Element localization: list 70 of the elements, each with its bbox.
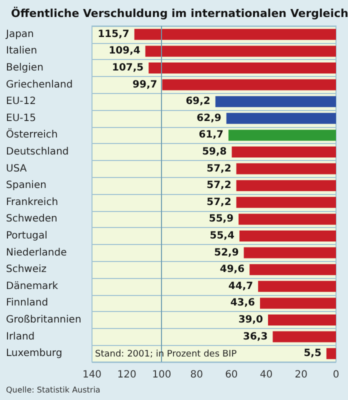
y-tick-label: Belgien xyxy=(6,62,44,74)
bar xyxy=(236,196,336,208)
y-tick-label: Großbritannien xyxy=(6,314,82,326)
y-tick-label: Dänemark xyxy=(6,280,58,292)
data-label: 62,9 xyxy=(196,112,222,124)
y-tick-label: EU-12 xyxy=(6,96,36,108)
y-tick-label: Schweiz xyxy=(6,264,47,276)
y-tick-label: Japan xyxy=(5,28,34,40)
chart-title: Öffentliche Verschuldung im internationalen Vergleich xyxy=(11,6,348,20)
bar xyxy=(238,214,336,225)
bar xyxy=(215,96,336,108)
bar xyxy=(260,298,336,309)
x-tick-label: 60 xyxy=(225,370,238,380)
y-tick-label: Schweden xyxy=(6,214,58,225)
bar xyxy=(268,314,336,326)
data-label: 55,4 xyxy=(210,230,234,242)
data-label: 115,7 xyxy=(98,28,130,40)
y-tick-label: Österreich xyxy=(6,128,58,141)
data-label: 99,7 xyxy=(132,79,158,90)
bar xyxy=(228,130,336,141)
bar xyxy=(326,348,336,360)
bar xyxy=(236,180,336,192)
x-tick-label: 100 xyxy=(152,370,172,380)
x-tick-label: 140 xyxy=(82,370,102,380)
bar xyxy=(258,280,336,292)
y-tick-label: Portugal xyxy=(6,230,48,242)
data-label: 57,2 xyxy=(206,180,232,192)
bar xyxy=(244,247,336,258)
bar xyxy=(239,230,336,242)
y-tick-label: Luxemburg xyxy=(6,348,62,360)
data-label: 36,3 xyxy=(243,331,268,342)
y-tick-label: Finnland xyxy=(6,298,48,309)
x-tick-label: 80 xyxy=(190,370,203,380)
data-label: 61,7 xyxy=(198,130,224,141)
data-label: 44,7 xyxy=(228,280,254,292)
bar xyxy=(272,331,336,342)
data-label: 57,2 xyxy=(206,196,232,208)
x-tick-label: 20 xyxy=(294,370,308,380)
bar xyxy=(226,112,336,124)
data-label: 55,9 xyxy=(208,214,234,225)
data-label: 49,6 xyxy=(220,264,245,276)
y-tick-label: Deutschland xyxy=(6,146,69,158)
bar xyxy=(232,146,336,158)
y-tick-label: EU-15 xyxy=(6,112,36,124)
bar xyxy=(236,163,336,174)
data-label: 52,9 xyxy=(214,247,239,258)
bar xyxy=(162,79,336,90)
bar xyxy=(134,28,336,40)
y-tick-label: Griechenland xyxy=(6,79,73,90)
y-tick-label: Niederlande xyxy=(6,247,67,258)
data-label: 43,6 xyxy=(230,298,256,309)
y-tick-label: Spanien xyxy=(6,180,46,192)
data-label: 109,4 xyxy=(108,46,140,57)
data-label: 5,5 xyxy=(304,348,322,360)
data-label: 39,0 xyxy=(238,314,264,326)
x-tick-label: 120 xyxy=(117,370,136,380)
data-label: 59,8 xyxy=(202,146,227,158)
y-tick-label: USA xyxy=(6,163,27,174)
data-label: 69,2 xyxy=(186,96,210,108)
bar xyxy=(250,264,336,276)
data-label: 107,5 xyxy=(112,62,144,74)
x-tick-label: 0 xyxy=(332,370,340,380)
y-tick-label: Irland xyxy=(6,331,35,342)
bar xyxy=(145,46,336,57)
x-tick-label: 40 xyxy=(260,370,273,380)
bar xyxy=(148,62,336,74)
y-tick-label: Italien xyxy=(6,46,38,57)
data-label: 57,2 xyxy=(206,163,232,174)
source-note: Quelle: Statistik Austria xyxy=(6,386,100,394)
y-tick-label: Frankreich xyxy=(6,196,58,208)
